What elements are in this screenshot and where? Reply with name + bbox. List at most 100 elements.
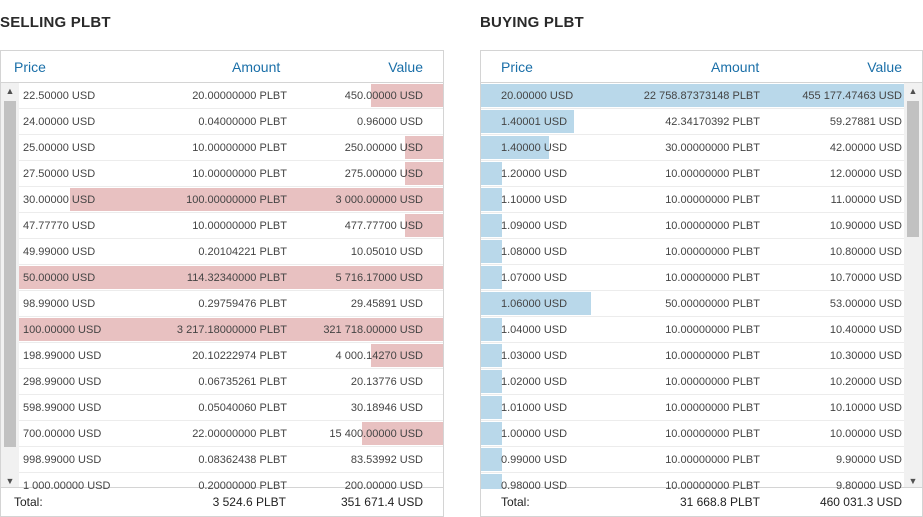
buying-order-row[interactable]: 1.01000 USD 10.00000000 PLBT 10.10000 USD <box>481 395 904 421</box>
selling-price-cell: 1 000.00000 USD <box>23 480 111 489</box>
buying-depth-bar <box>481 162 503 185</box>
selling-price-cell: 100.00000 USD <box>23 324 102 336</box>
buying-depth-bar <box>481 318 503 341</box>
buying-order-row[interactable]: 20.00000 USD 22 758.87373148 PLBT 455 177.… <box>481 83 904 109</box>
buying-depth-bar <box>481 422 503 445</box>
buying-scrollbar[interactable]: ▲ ▼ <box>904 83 922 489</box>
selling-order-row[interactable]: 700.00000 USD 22.00000000 PLBT 15 400.0000… <box>19 421 443 447</box>
selling-value-cell: 4 000.14270 USD <box>335 350 423 362</box>
buying-price-cell: 1.07000 USD <box>501 272 568 284</box>
selling-price-cell: 98.99000 USD <box>23 298 96 310</box>
selling-price-cell: 50.00000 USD <box>23 272 96 284</box>
buying-order-row[interactable]: 1.06000 USD 50.00000000 PLBT 53.00000 USD <box>481 291 904 317</box>
selling-amount-header[interactable]: Amount <box>232 59 281 75</box>
selling-order-row[interactable]: 24.00000 USD 0.04000000 PLBT 0.96000 USD <box>19 109 443 135</box>
buying-price-cell: 1.08000 USD <box>501 246 568 258</box>
chevron-up-icon[interactable]: ▲ <box>908 86 918 96</box>
selling-amount-cell: 114.32340000 PLBT <box>186 272 287 284</box>
buying-price-header[interactable]: Price <box>501 59 533 75</box>
buying-scrollbar-thumb[interactable] <box>907 101 919 237</box>
buying-order-row[interactable]: 1.40001 USD 42.34170392 PLBT 59.27881 USD <box>481 109 904 135</box>
chevron-down-icon[interactable]: ▼ <box>5 476 15 486</box>
selling-order-row[interactable]: 22.50000 USD 20.00000000 PLBT 450.00000 US… <box>19 83 443 109</box>
selling-order-row[interactable]: 49.99000 USD 0.20104221 PLBT 10.05010 USD <box>19 239 443 265</box>
buying-value-cell: 10.20000 USD <box>829 376 902 388</box>
buying-value-cell: 455 177.47463 USD <box>802 90 902 102</box>
selling-price-cell: 700.00000 USD <box>23 428 102 440</box>
buying-order-row[interactable]: 1.02000 USD 10.00000000 PLBT 10.20000 USD <box>481 369 904 395</box>
buying-table-header: Price Amount Value <box>481 51 922 83</box>
selling-depth-bar <box>404 136 443 159</box>
selling-value-cell: 10.05010 USD <box>350 246 423 258</box>
buying-amount-cell: 22 758.87373148 PLBT <box>643 90 760 102</box>
selling-order-row[interactable]: 298.99000 USD 0.06735261 PLBT 20.13776 USD <box>19 369 443 395</box>
buying-total-amount: 31 668.8 PLBT <box>679 495 760 509</box>
buying-order-row[interactable]: 1.07000 USD 10.00000000 PLBT 10.70000 USD <box>481 265 904 291</box>
buying-order-row[interactable]: 1.40000 USD 30.00000000 PLBT 42.00000 USD <box>481 135 904 161</box>
selling-scrollbar-thumb[interactable] <box>4 101 16 447</box>
buying-amount-cell: 10.00000000 PLBT <box>665 246 760 258</box>
buying-value-cell: 12.00000 USD <box>829 168 902 180</box>
chevron-up-icon[interactable]: ▲ <box>5 86 15 96</box>
buying-depth-bar <box>481 266 503 289</box>
buying-order-row[interactable]: 0.99000 USD 10.00000000 PLBT 9.90000 USD <box>481 447 904 473</box>
selling-order-row[interactable]: 100.00000 USD 3 217.18000000 PLBT 321 718.… <box>19 317 443 343</box>
selling-order-row[interactable]: 27.50000 USD 10.00000000 PLBT 275.00000 US… <box>19 161 443 187</box>
buying-depth-bar <box>481 370 503 393</box>
selling-value-cell: 200.00000 USD <box>344 480 423 489</box>
selling-order-row[interactable]: 47.77770 USD 10.00000000 PLBT 477.77700 US… <box>19 213 443 239</box>
selling-order-row[interactable]: 998.99000 USD 0.08362438 PLBT 83.53992 USD <box>19 447 443 473</box>
buying-total-value: 460 031.3 USD <box>819 495 902 509</box>
selling-value-header[interactable]: Value <box>388 59 423 75</box>
buying-value-header[interactable]: Value <box>867 59 902 75</box>
selling-order-row[interactable]: 198.99000 USD 20.10222974 PLBT 4 000.14270… <box>19 343 443 369</box>
selling-scrollbar[interactable]: ▲ ▼ <box>1 83 19 489</box>
selling-price-cell: 27.50000 USD <box>23 168 96 180</box>
buying-order-row[interactable]: 1.10000 USD 10.00000000 PLBT 11.00000 USD <box>481 187 904 213</box>
buying-order-row[interactable]: 1.09000 USD 10.00000000 PLBT 10.90000 USD <box>481 213 904 239</box>
selling-order-row[interactable]: 1 000.00000 USD 0.20000000 PLBT 200.00000 … <box>19 473 443 489</box>
buying-order-row[interactable]: 1.08000 USD 10.00000000 PLBT 10.80000 USD <box>481 239 904 265</box>
buying-price-cell: 1.03000 USD <box>501 350 568 362</box>
buying-amount-cell: 10.00000000 PLBT <box>665 194 760 206</box>
selling-depth-bar <box>69 188 443 211</box>
buying-table-body: 20.00000 USD 22 758.87373148 PLBT 455 177.… <box>481 83 922 489</box>
selling-value-cell: 5 716.17000 USD <box>335 272 423 284</box>
selling-value-cell: 0.96000 USD <box>356 116 423 128</box>
selling-price-cell: 49.99000 USD <box>23 246 96 258</box>
buying-amount-cell: 10.00000000 PLBT <box>665 480 760 489</box>
buying-depth-bar <box>481 136 549 159</box>
selling-amount-cell: 0.20104221 PLBT <box>198 246 287 258</box>
buying-order-row[interactable]: 1.20000 USD 10.00000000 PLBT 12.00000 USD <box>481 161 904 187</box>
buying-value-cell: 9.80000 USD <box>835 480 902 489</box>
buying-value-cell: 53.00000 USD <box>829 298 902 310</box>
buying-order-row[interactable]: 1.00000 USD 10.00000000 PLBT 10.00000 USD <box>481 421 904 447</box>
buying-depth-bar <box>481 448 503 471</box>
buying-amount-header[interactable]: Amount <box>711 59 760 75</box>
buying-value-cell: 10.30000 USD <box>829 350 902 362</box>
selling-order-row[interactable]: 30.00000 USD 100.00000000 PLBT 3 000.00000… <box>19 187 443 213</box>
buying-total-label: Total: <box>501 495 530 509</box>
selling-depth-bar <box>404 162 443 185</box>
buying-value-cell: 59.27881 USD <box>829 116 902 128</box>
buying-value-cell: 10.90000 USD <box>829 220 902 232</box>
buying-order-row[interactable]: 1.03000 USD 10.00000000 PLBT 10.30000 USD <box>481 343 904 369</box>
selling-amount-cell: 0.08362438 PLBT <box>198 454 287 466</box>
buying-order-row[interactable]: 1.04000 USD 10.00000000 PLBT 10.40000 USD <box>481 317 904 343</box>
buying-value-cell: 10.70000 USD <box>829 272 902 284</box>
selling-value-cell: 30.18946 USD <box>350 402 423 414</box>
selling-amount-cell: 22.00000000 PLBT <box>192 428 287 440</box>
buying-value-cell: 10.80000 USD <box>829 246 902 258</box>
buying-price-cell: 1.02000 USD <box>501 376 568 388</box>
buying-title: BUYING PLBT <box>480 14 584 31</box>
selling-price-header[interactable]: Price <box>14 59 46 75</box>
selling-total-amount: 3 524.6 PLBT <box>212 495 286 509</box>
selling-order-row[interactable]: 25.00000 USD 10.00000000 PLBT 250.00000 US… <box>19 135 443 161</box>
buying-order-row[interactable]: 0.98000 USD 10.00000000 PLBT 9.80000 USD <box>481 473 904 489</box>
selling-order-row[interactable]: 598.99000 USD 0.05040060 PLBT 30.18946 USD <box>19 395 443 421</box>
buying-table-footer: Total: 31 668.8 PLBT 460 031.3 USD <box>481 487 922 516</box>
selling-amount-cell: 20.10222974 PLBT <box>192 350 287 362</box>
selling-order-row[interactable]: 98.99000 USD 0.29759476 PLBT 29.45891 USD <box>19 291 443 317</box>
chevron-down-icon[interactable]: ▼ <box>908 476 918 486</box>
selling-order-row[interactable]: 50.00000 USD 114.32340000 PLBT 5 716.17000… <box>19 265 443 291</box>
